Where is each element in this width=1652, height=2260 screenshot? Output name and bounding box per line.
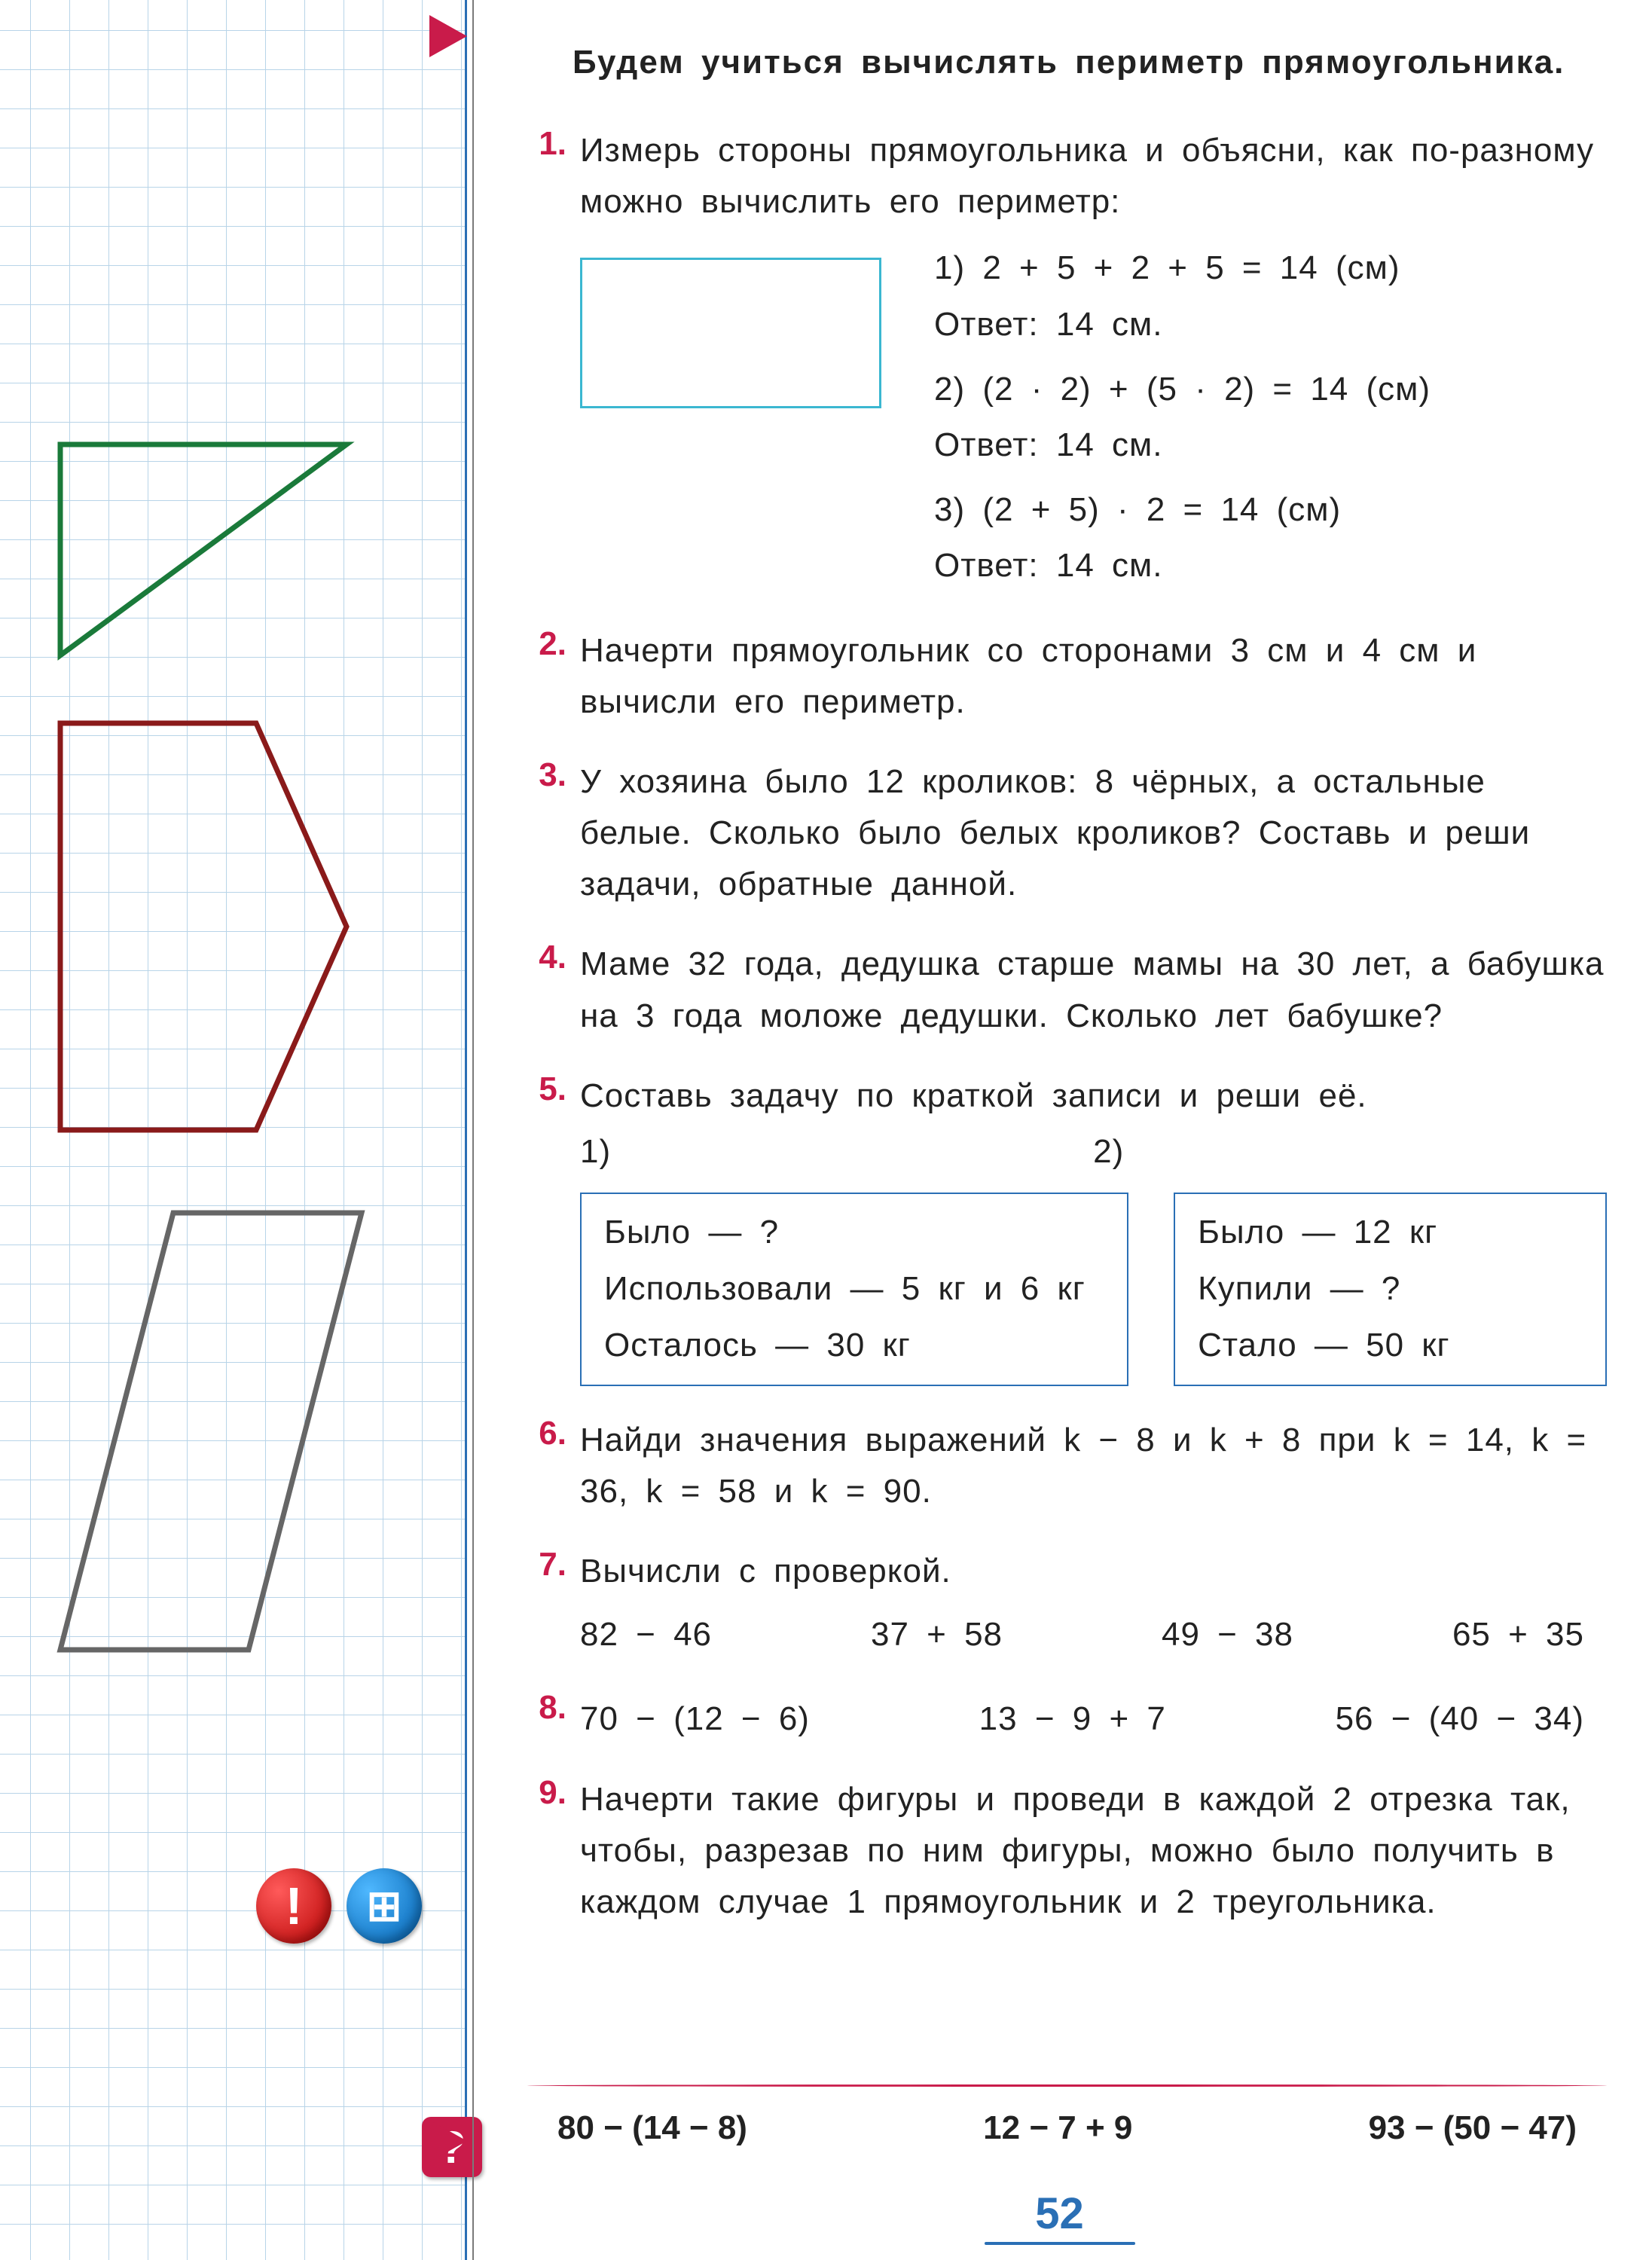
- textbook-page: ! ⊞ ? Будем учиться вычислять периметр п…: [0, 0, 1652, 2260]
- box-row: Было — 12 кг: [1198, 1205, 1583, 1261]
- footer-exercises: 80 − (14 − 8) 12 − 7 + 9 93 − (50 − 47): [527, 2109, 1607, 2147]
- page-underline: [985, 2242, 1135, 2245]
- shape-parallelogram: [45, 1198, 384, 1672]
- expression: 80 − (14 − 8): [557, 2109, 747, 2147]
- task-number: 5.: [527, 1070, 580, 1386]
- task-text: Начерти такие фигуры и проведи в каждой …: [580, 1774, 1607, 1929]
- task-text: У хозяина было 12 кроликов: 8 чёрных, а …: [580, 756, 1607, 911]
- task-9: 9. Начерти такие фигуры и проведи в кажд…: [527, 1774, 1607, 1929]
- task-number: 8.: [527, 1689, 580, 1745]
- hint-badges: ! ⊞: [256, 1868, 422, 1944]
- expression: 37 + 58: [871, 1609, 1003, 1660]
- box-row: Стало — 50 кг: [1198, 1318, 1583, 1374]
- box-row: Купили — ?: [1198, 1261, 1583, 1318]
- brief-box-2: Было — 12 кг Купили — ? Стало — 50 кг: [1174, 1193, 1607, 1385]
- task-number: 1.: [527, 125, 580, 597]
- task-text: Найди значения выражений k − 8 и k + 8 п…: [580, 1415, 1607, 1517]
- task-number: 3.: [527, 756, 580, 911]
- task-number: 4.: [527, 939, 580, 1041]
- task-7: 7. Вычисли с проверкой. 82 − 46 37 + 58 …: [527, 1546, 1607, 1660]
- task-number: 7.: [527, 1546, 580, 1660]
- box-row: Было — ?: [604, 1205, 1104, 1261]
- expression: 56 − (40 − 34): [1336, 1693, 1584, 1745]
- task-text: Вычисли с проверкой.: [580, 1553, 951, 1590]
- top-marker-icon: [429, 15, 467, 57]
- task-text: Маме 32 года, дедушка старше мамы на 30 …: [580, 939, 1607, 1041]
- subtask-label: 2): [1093, 1126, 1124, 1177]
- intro-text: Будем учиться вычислять периметр прямоуг…: [527, 38, 1607, 87]
- bottom-marker-icon: [429, 2120, 467, 2162]
- shape-pentagon: [45, 708, 369, 1153]
- task-1: 1. Измерь стороны прямоугольника и объяс…: [527, 125, 1607, 597]
- calc-answer: Ответ: 14 см.: [934, 540, 1607, 591]
- calculations: 1) 2 + 5 + 2 + 5 = 14 (см) Ответ: 14 см.…: [934, 243, 1607, 596]
- shape-triangle: [45, 429, 362, 670]
- task-text: Начерти прямоугольник со сторонами 3 см …: [580, 625, 1607, 728]
- expression: 93 − (50 − 47): [1369, 2109, 1577, 2147]
- rectangle-figure: [580, 258, 881, 408]
- task-8: 8. 70 − (12 − 6) 13 − 9 + 7 56 − (40 − 3…: [527, 1689, 1607, 1745]
- page-number: 52: [985, 2188, 1135, 2239]
- task-4: 4. Маме 32 года, дедушка старше мамы на …: [527, 939, 1607, 1041]
- task-number: 6.: [527, 1415, 580, 1517]
- task-3: 3. У хозяина было 12 кроликов: 8 чёрных,…: [527, 756, 1607, 911]
- page-number-block: 52: [985, 2188, 1135, 2245]
- grid-margin: ! ⊞ ?: [0, 0, 467, 2260]
- box-row: Использовали — 5 кг и 6 кг: [604, 1261, 1104, 1318]
- calc-line: 1) 2 + 5 + 2 + 5 = 14 (см): [934, 243, 1607, 294]
- grid-badge: ⊞: [347, 1868, 422, 1944]
- brief-box-1: Было — ? Использовали — 5 кг и 6 кг Оста…: [580, 1193, 1128, 1385]
- task-number: 9.: [527, 1774, 580, 1929]
- expression: 13 − 9 + 7: [979, 1693, 1166, 1745]
- expression: 49 − 38: [1162, 1609, 1293, 1660]
- calc-answer: Ответ: 14 см.: [934, 299, 1607, 350]
- task-5: 5. Составь задачу по краткой записи и ре…: [527, 1070, 1607, 1386]
- task-2: 2. Начерти прямоугольник со сторонами 3 …: [527, 625, 1607, 728]
- task-6: 6. Найди значения выражений k − 8 и k + …: [527, 1415, 1607, 1517]
- calc-line: 2) (2 · 2) + (5 · 2) = 14 (см): [934, 364, 1607, 415]
- box-row: Осталось — 30 кг: [604, 1318, 1104, 1374]
- subtask-label: 1): [580, 1126, 611, 1177]
- calc-line: 3) (2 + 5) · 2 = 14 (см): [934, 484, 1607, 536]
- expression: 82 − 46: [580, 1609, 712, 1660]
- expression: 12 − 7 + 9: [983, 2109, 1132, 2147]
- exclamation-badge: !: [256, 1868, 331, 1944]
- calc-answer: Ответ: 14 см.: [934, 420, 1607, 471]
- expression: 65 + 35: [1452, 1609, 1584, 1660]
- content-column: Будем учиться вычислять периметр прямоуг…: [467, 0, 1652, 2260]
- task-text: Составь задачу по краткой записи и реши …: [580, 1077, 1367, 1114]
- separator-rule: [527, 2084, 1607, 2087]
- task-number: 2.: [527, 625, 580, 728]
- expression: 70 − (12 − 6): [580, 1693, 810, 1745]
- task-text: Измерь стороны прямоугольника и объясни,…: [580, 132, 1594, 220]
